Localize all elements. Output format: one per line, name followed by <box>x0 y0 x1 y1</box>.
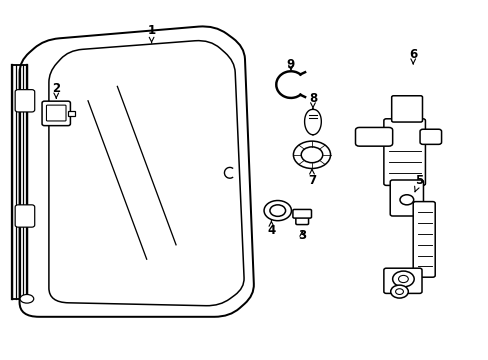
FancyBboxPatch shape <box>46 105 66 121</box>
Circle shape <box>395 289 403 294</box>
Text: 5: 5 <box>414 174 423 192</box>
Text: 7: 7 <box>307 169 315 186</box>
Text: 1: 1 <box>147 24 155 43</box>
Text: 9: 9 <box>286 58 294 71</box>
Circle shape <box>301 147 322 163</box>
FancyBboxPatch shape <box>383 268 421 293</box>
Circle shape <box>293 141 330 168</box>
PathPatch shape <box>20 26 253 317</box>
FancyBboxPatch shape <box>15 90 35 112</box>
Circle shape <box>399 195 413 205</box>
FancyBboxPatch shape <box>389 180 423 216</box>
Circle shape <box>269 205 285 216</box>
PathPatch shape <box>49 41 244 306</box>
Ellipse shape <box>20 294 34 303</box>
FancyBboxPatch shape <box>295 213 308 225</box>
Circle shape <box>398 275 407 283</box>
Text: 2: 2 <box>52 82 60 98</box>
Circle shape <box>392 271 413 287</box>
Text: 4: 4 <box>267 221 275 237</box>
Circle shape <box>264 201 291 221</box>
FancyBboxPatch shape <box>292 210 311 218</box>
FancyBboxPatch shape <box>42 101 70 126</box>
FancyBboxPatch shape <box>419 129 441 144</box>
Text: 8: 8 <box>308 93 316 108</box>
Text: 3: 3 <box>298 229 305 242</box>
Text: 6: 6 <box>408 48 416 64</box>
FancyBboxPatch shape <box>391 96 422 122</box>
FancyBboxPatch shape <box>412 202 434 277</box>
FancyBboxPatch shape <box>15 205 35 227</box>
Circle shape <box>390 285 407 298</box>
FancyBboxPatch shape <box>355 127 392 146</box>
Polygon shape <box>68 111 75 116</box>
FancyBboxPatch shape <box>383 119 425 185</box>
